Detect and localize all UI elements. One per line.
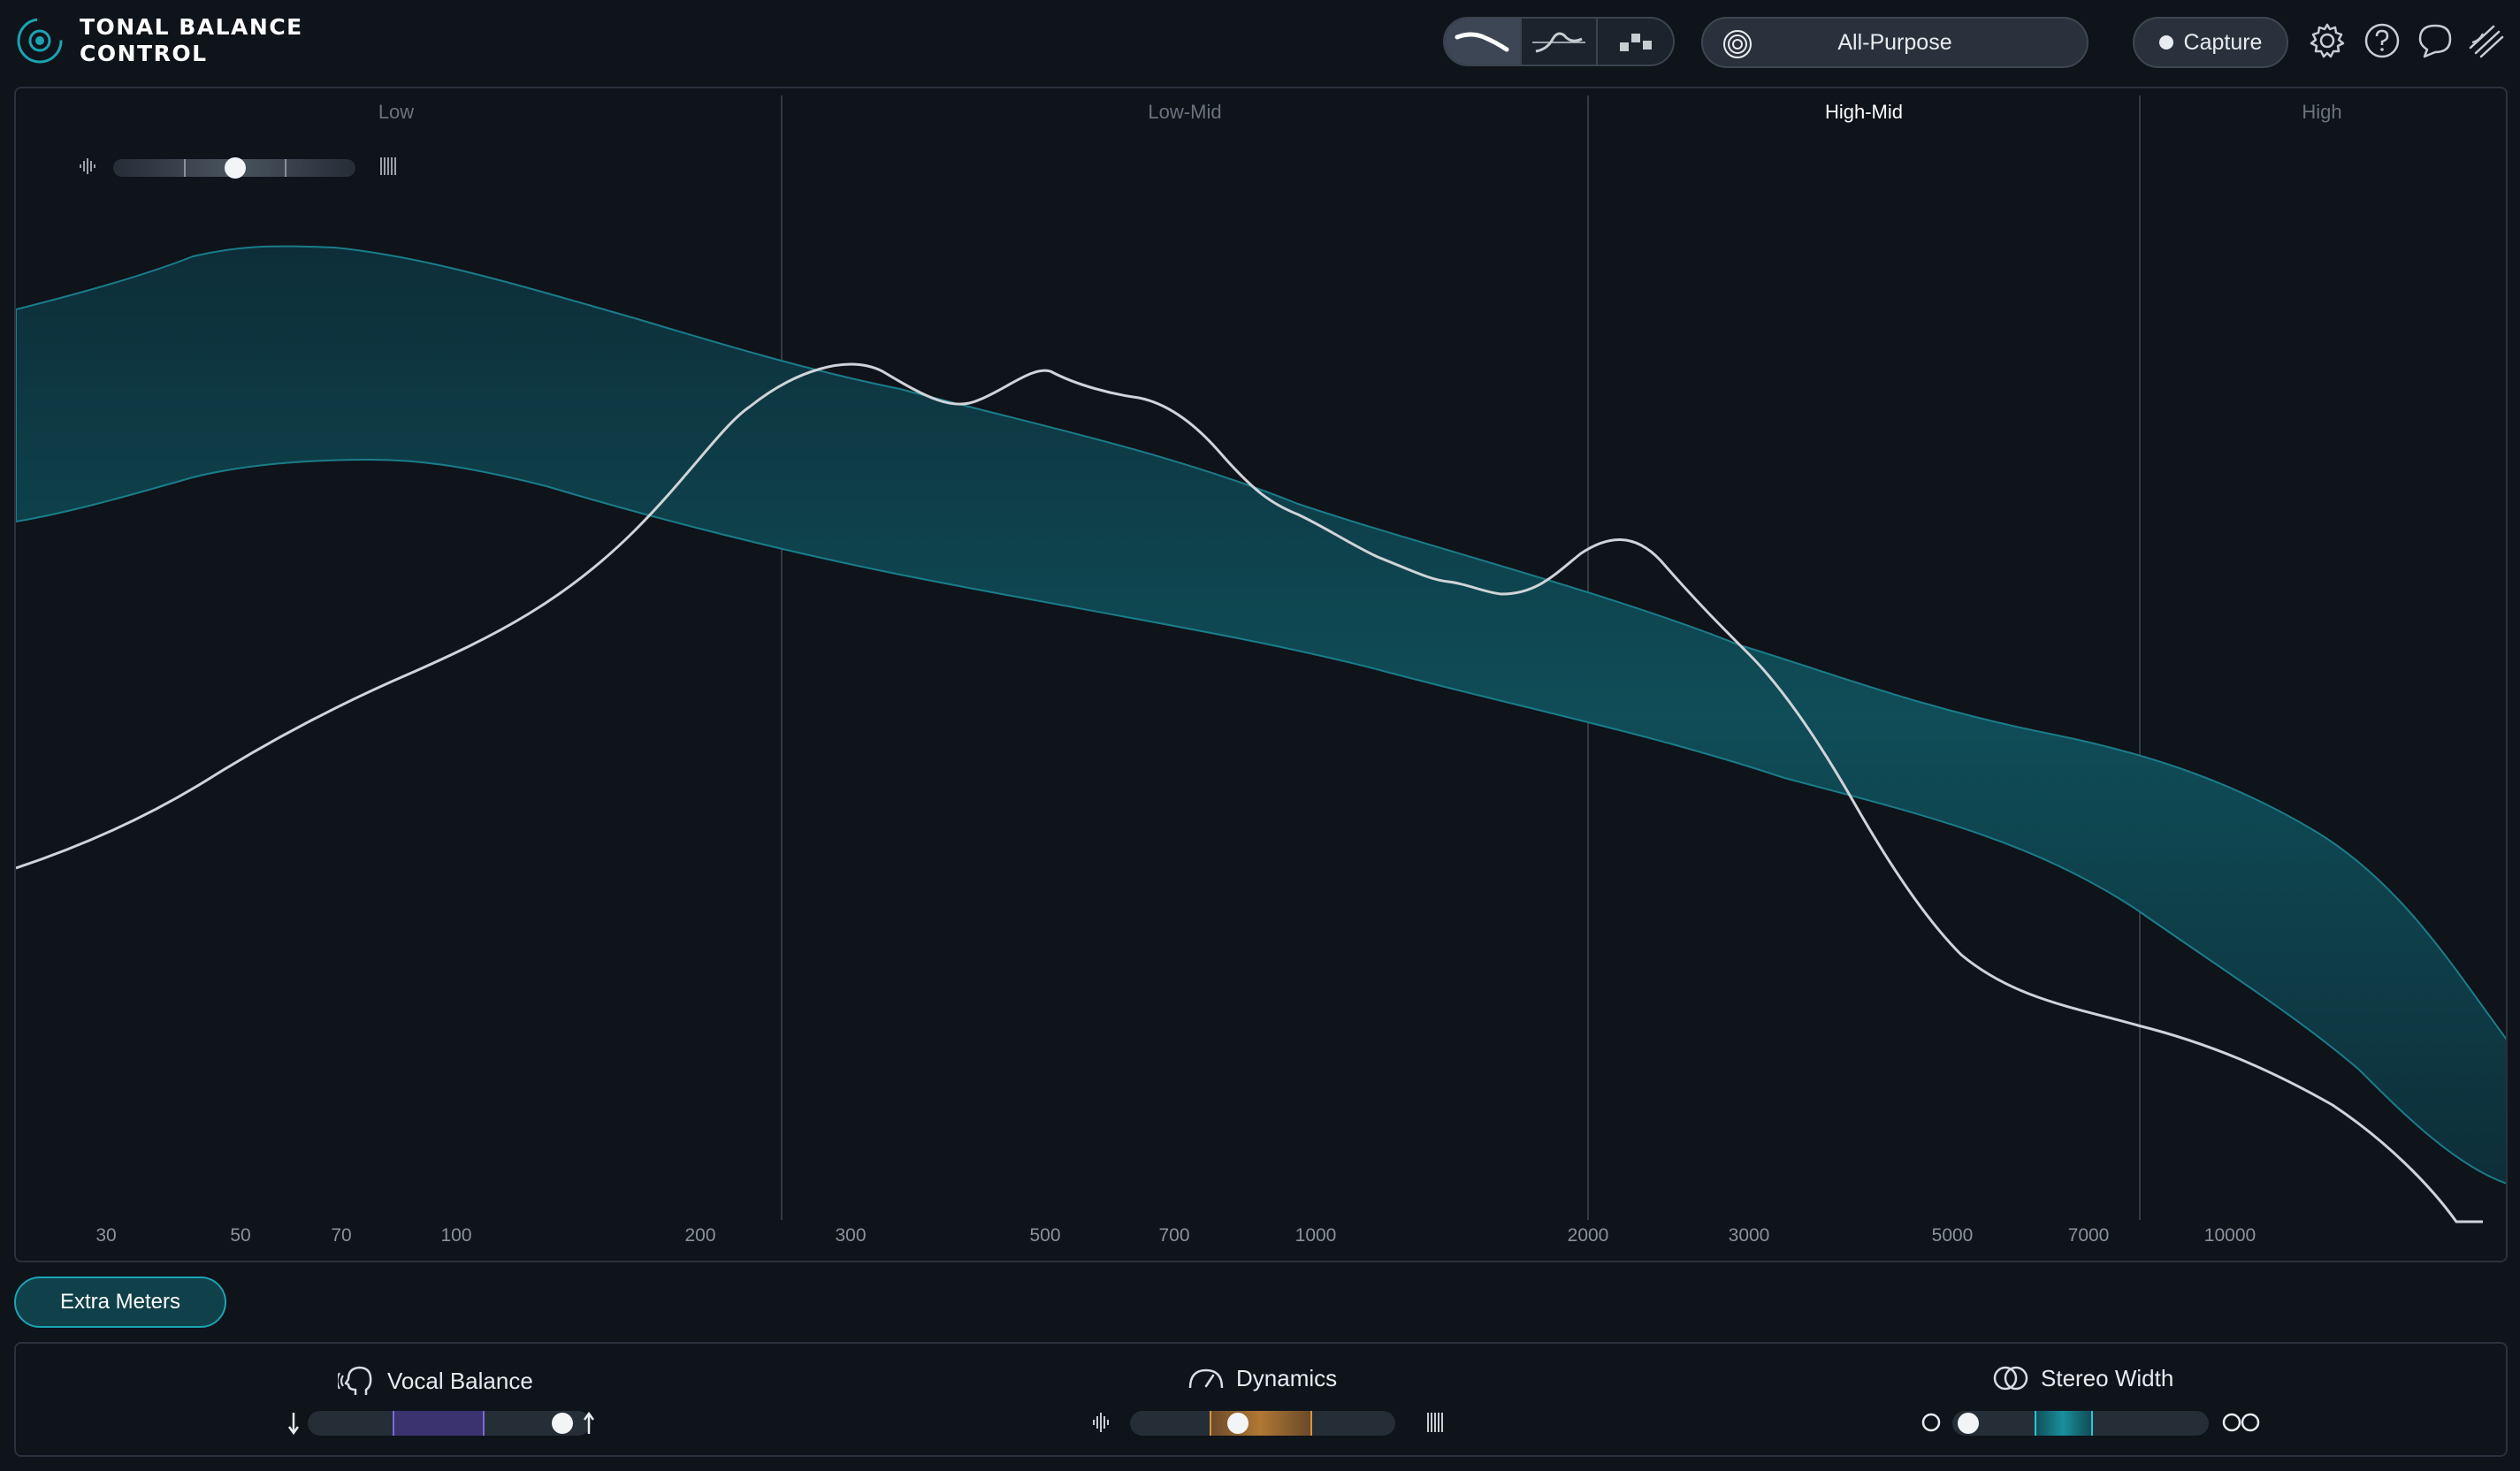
zone-edge <box>1310 1411 1312 1436</box>
dynamics-track[interactable] <box>1130 1411 1395 1436</box>
bar-view-icon <box>1619 34 1652 51</box>
freq-tick: 30 <box>95 1225 117 1246</box>
app-title-line1: TONAL BALANCE <box>80 14 303 40</box>
speedometer-icon <box>1188 1368 1224 1389</box>
freq-tick: 3000 <box>1728 1225 1770 1246</box>
fine-view-button[interactable] <box>1522 19 1599 65</box>
stereo-width-indicator <box>1958 1413 1979 1434</box>
freq-tick: 5000 <box>1931 1225 1974 1246</box>
compressed-icon <box>1093 1413 1109 1432</box>
freq-tick: 70 <box>331 1225 352 1246</box>
bar-view-button[interactable] <box>1598 19 1673 65</box>
extra-meters-button[interactable]: Extra Meters <box>14 1277 226 1328</box>
zone-edge <box>393 1411 394 1436</box>
dynamics-title: Dynamics <box>1187 1363 1337 1393</box>
zone-edge <box>2034 1411 2036 1436</box>
freq-tick: 700 <box>1158 1225 1190 1246</box>
smoothing-tick <box>285 159 286 177</box>
smoothing-tick <box>184 159 186 177</box>
smoothing-slider[interactable] <box>78 149 414 184</box>
wide-stereo-icon <box>2222 1413 2260 1432</box>
smooth-less-icon <box>80 158 95 174</box>
broad-view-button[interactable] <box>1445 19 1522 65</box>
dynamics-zone <box>1210 1411 1310 1436</box>
brand: TONAL BALANCE CONTROL <box>14 12 303 69</box>
target-icon <box>1723 30 1752 58</box>
band-label-high-mid: High-Mid <box>1824 101 1904 123</box>
gear-icon[interactable] <box>2308 21 2347 60</box>
freq-tick: 2000 <box>1567 1225 1609 1246</box>
extra-meters-label: Extra Meters <box>59 1290 181 1314</box>
spectrum-curve <box>16 362 2483 1223</box>
broad-view-icon <box>1455 32 1509 52</box>
view-mode-selector <box>1443 17 1675 66</box>
freq-tick: 50 <box>230 1225 251 1246</box>
mono-icon <box>1921 1413 1941 1432</box>
band-label-low-mid: Low-Mid <box>1148 101 1222 123</box>
smoothing-knob[interactable] <box>225 157 246 179</box>
dynamics-indicator <box>1227 1413 1249 1434</box>
capture-button[interactable]: Capture <box>2133 17 2288 68</box>
target-selector[interactable]: All-Purpose <box>1701 17 2089 68</box>
dynamics-label: Dynamics <box>1236 1364 1338 1391</box>
band-label-low: Low <box>378 101 415 123</box>
vocal-balance-label: Vocal Balance <box>387 1367 533 1394</box>
stereo-width-zone <box>2034 1411 2091 1436</box>
chat-icon[interactable] <box>2416 21 2455 60</box>
zone-edge <box>2090 1411 2093 1436</box>
fine-view-icon <box>1532 32 1585 53</box>
freq-tick: 200 <box>684 1225 716 1246</box>
app-title-line2: CONTROL <box>80 41 208 66</box>
arrow-down-icon <box>287 1413 300 1436</box>
freq-tick: 100 <box>440 1225 472 1246</box>
dynamic-icon <box>1427 1413 1443 1432</box>
band-label-high: High <box>2302 101 2342 123</box>
freq-tick: 7000 <box>2067 1225 2110 1246</box>
stereo-circles-icon <box>1993 1366 2028 1391</box>
vocal-balance-title: Vocal Balance <box>338 1363 533 1399</box>
record-dot-icon <box>2158 35 2173 50</box>
freq-tick: 10000 <box>2203 1225 2257 1246</box>
zone-edge <box>483 1411 485 1436</box>
vocal-balance-track[interactable] <box>308 1411 591 1436</box>
smooth-more-icon <box>380 157 396 175</box>
meters-panel: Vocal Balance Dynamics <box>14 1342 2508 1457</box>
vocal-balance-zone <box>393 1411 484 1436</box>
freq-tick: 500 <box>1029 1225 1061 1246</box>
vocal-balance-indicator <box>552 1413 573 1434</box>
plugin-link-icon[interactable] <box>2467 21 2506 60</box>
help-icon[interactable] <box>2363 21 2402 60</box>
stereo-width-track[interactable] <box>1952 1411 2209 1436</box>
freq-tick: 300 <box>835 1225 867 1246</box>
vocal-head-icon <box>338 1366 372 1395</box>
logo-icon <box>17 18 63 64</box>
target-label: All-Purpose <box>1837 29 1952 55</box>
freq-tick: 1000 <box>1294 1225 1337 1246</box>
capture-label: Capture <box>2183 29 2263 55</box>
arrow-up-icon <box>583 1411 595 1434</box>
spectrum-svg <box>16 95 2506 1223</box>
target-range-band <box>16 245 2506 1185</box>
spectrum-graph[interactable]: Low Low-Mid High-Mid High 30 50 70 100 2… <box>14 87 2508 1262</box>
stereo-width-label: Stereo Width <box>2041 1364 2174 1391</box>
zone-edge <box>1210 1411 1211 1436</box>
stereo-width-title: Stereo Width <box>1991 1363 2173 1393</box>
